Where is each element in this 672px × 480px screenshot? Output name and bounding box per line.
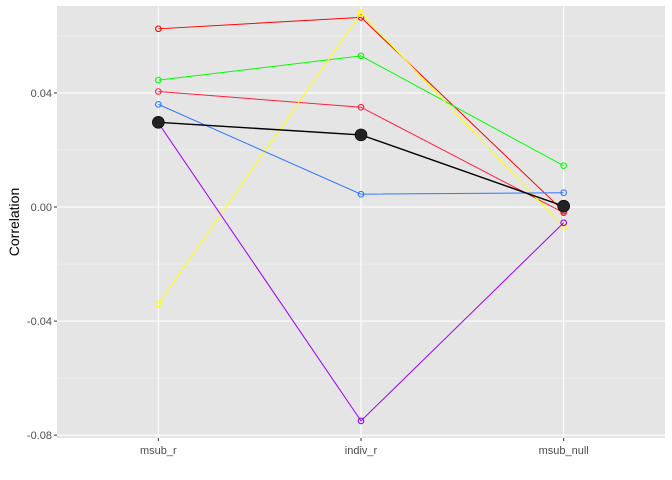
x-axis: msub_r indiv_r msub_null — [140, 438, 589, 457]
series-line — [157, 122, 565, 422]
y-axis: -0.08 -0.04 0.00 0.04 — [27, 88, 57, 442]
data-point — [154, 300, 162, 308]
series-4 — [154, 9, 568, 308]
data-point — [560, 223, 568, 231]
data-point — [357, 9, 365, 17]
series-line — [157, 12, 565, 305]
series-layer — [154, 9, 568, 425]
data-point — [357, 190, 365, 198]
series-line — [158, 103, 564, 195]
series-line — [158, 91, 564, 214]
data-point — [560, 162, 568, 170]
data-point — [560, 189, 568, 197]
data-point — [154, 88, 162, 95]
x-tick-label-msub-null: msub_null — [539, 445, 589, 457]
x-tick-label-msub-r: msub_r — [140, 445, 177, 457]
data-point — [560, 219, 568, 227]
y-tick-label: 0.04 — [31, 88, 52, 100]
mean-layer — [152, 116, 570, 213]
data-point — [357, 103, 365, 111]
data-point — [154, 101, 162, 108]
y-axis-title: Correlation — [6, 188, 22, 256]
data-point — [154, 76, 162, 84]
data-point — [357, 417, 365, 425]
x-tick-label-indiv-r: indiv_r — [345, 445, 378, 457]
data-point — [154, 25, 162, 33]
series-line — [158, 55, 564, 167]
mean-point — [152, 116, 165, 129]
series-line — [158, 16, 565, 212]
y-tick-label: 0.00 — [31, 202, 52, 214]
y-tick-label: -0.08 — [27, 430, 52, 442]
data-point — [357, 52, 365, 60]
mean-point — [354, 128, 368, 142]
y-tick-label: -0.04 — [27, 316, 52, 328]
series-5 — [154, 101, 568, 198]
mean-point — [557, 199, 570, 213]
series-2 — [154, 52, 568, 170]
